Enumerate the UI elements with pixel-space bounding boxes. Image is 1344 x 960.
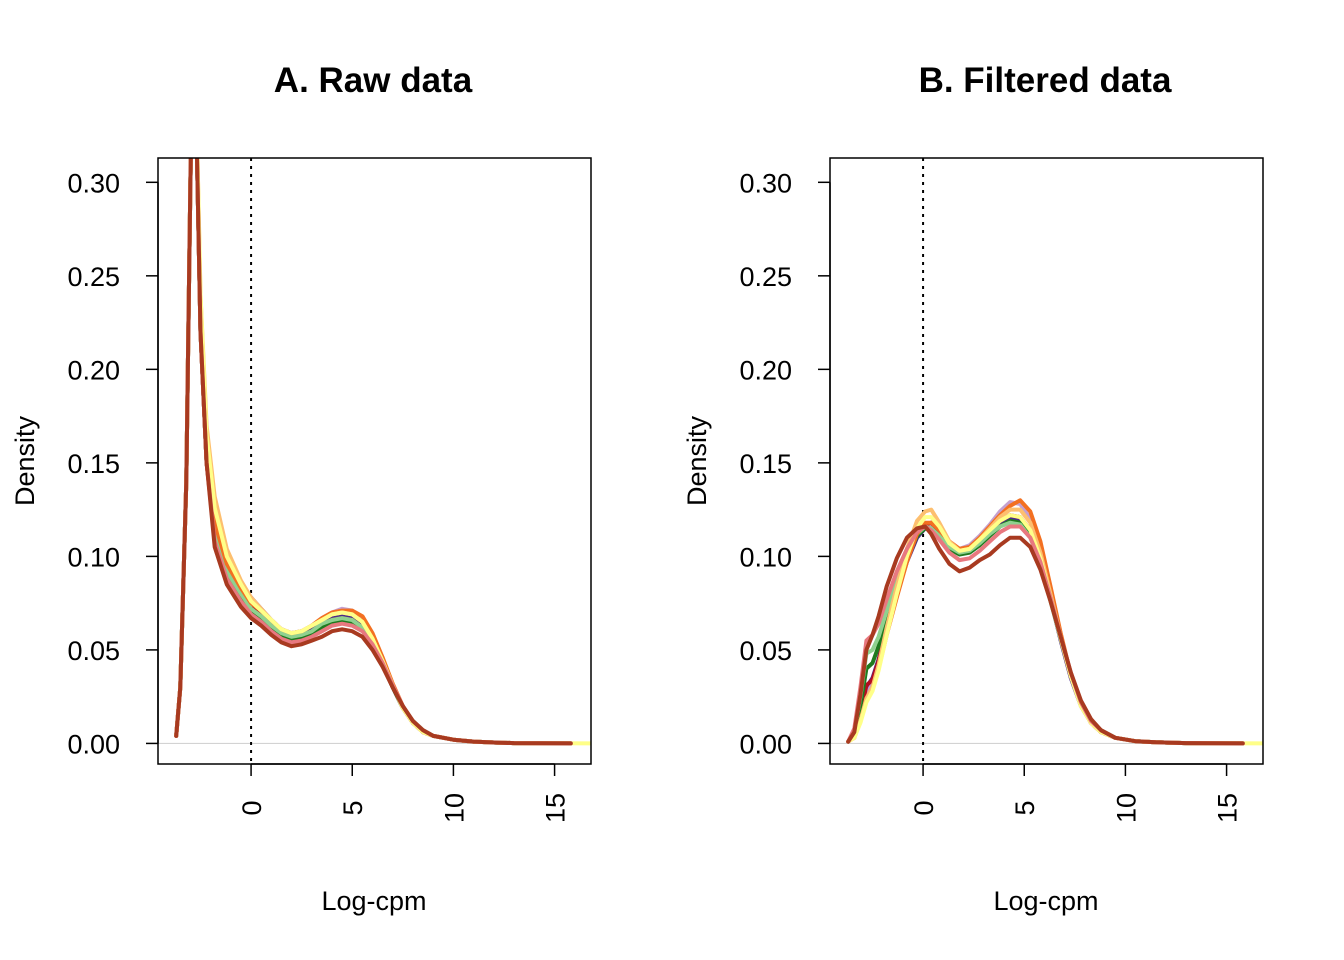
x-tick-label: 10 bbox=[439, 793, 469, 823]
density-line-6 bbox=[174, 158, 573, 746]
x-tick-label: 0 bbox=[237, 800, 267, 815]
y-tick-label: 0.20 bbox=[67, 355, 120, 385]
density-line-10 bbox=[846, 524, 1245, 746]
x-axis-label: Log-cpm bbox=[993, 886, 1098, 916]
y-tick-label: 0.10 bbox=[739, 542, 792, 572]
x-tick-label: 10 bbox=[1111, 793, 1141, 823]
y-axis-label: Density bbox=[10, 415, 40, 506]
x-tick-label: 15 bbox=[1213, 793, 1243, 823]
density-line-10 bbox=[174, 158, 573, 746]
panel-raw-data: A. Raw data 0 5 10 15 0.000.050.100.150.200… bbox=[10, 61, 592, 916]
plot-frame bbox=[157, 157, 592, 765]
y-tick-label: 0.00 bbox=[67, 729, 120, 759]
panel-filtered-data: B. Filtered data 0 5 10 15 0.00 0.05 0.10 0.15… bbox=[682, 61, 1264, 916]
y-tick-label: 0.30 bbox=[739, 168, 792, 198]
y-tick-label: 0.15 bbox=[739, 449, 792, 479]
density-series-group bbox=[846, 498, 1263, 746]
y-tick-label: 0.00 bbox=[739, 729, 792, 759]
y-tick-label: 0.25 bbox=[67, 262, 120, 292]
chart-title: A. Raw data bbox=[274, 61, 473, 100]
y-axis: 0.00 0.05 0.10 0.15 0.20 0.25 0.30 bbox=[67, 168, 159, 759]
y-tick-label: 0.15 bbox=[67, 449, 120, 479]
density-line-8 bbox=[846, 513, 1263, 746]
chart-title: B. Filtered data bbox=[919, 61, 1172, 100]
y-axis: 0.00 0.05 0.10 0.15 0.20 0.25 0.30 bbox=[739, 168, 831, 759]
density-series-group bbox=[174, 158, 591, 746]
x-tick-label: 5 bbox=[338, 800, 368, 815]
density-line-8 bbox=[174, 158, 591, 746]
y-axis-label: Density bbox=[682, 415, 712, 506]
x-tick-label: 5 bbox=[1010, 800, 1040, 815]
y-tick-label: 0.25 bbox=[739, 262, 792, 292]
y-tick-label: 0.20 bbox=[739, 355, 792, 385]
y-tick-label: 0.05 bbox=[67, 636, 120, 666]
x-axis: 0 5 10 15 bbox=[237, 763, 571, 823]
plot-frame bbox=[829, 157, 1264, 765]
x-axis: 0 5 10 15 bbox=[909, 763, 1243, 823]
y-tick-label: 0.10 bbox=[67, 542, 120, 572]
x-tick-label: 0 bbox=[909, 800, 939, 815]
y-tick-label: 0.05 bbox=[739, 636, 792, 666]
x-tick-label: 15 bbox=[541, 793, 571, 823]
x-axis-label: Log-cpm bbox=[321, 886, 426, 916]
y-tick-label: 0.30 bbox=[67, 168, 120, 198]
